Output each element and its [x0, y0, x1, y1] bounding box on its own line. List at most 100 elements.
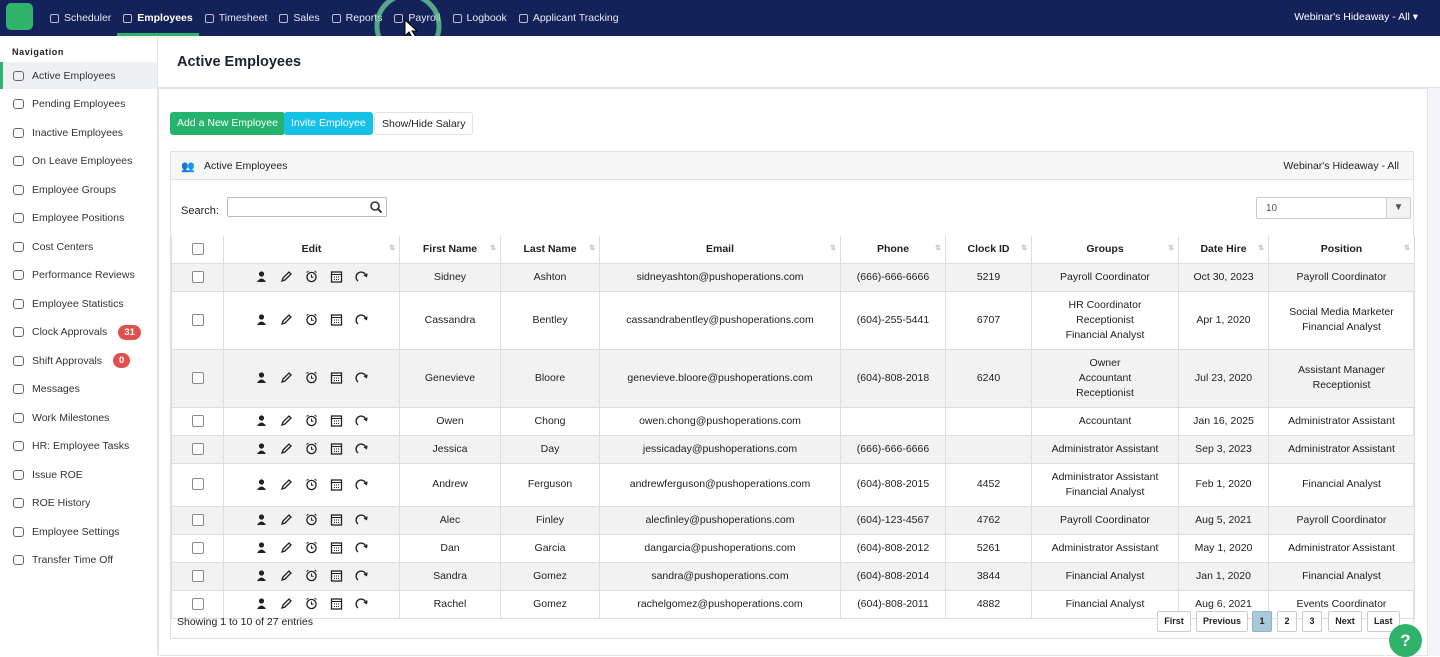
page-button[interactable]: 3 — [1302, 611, 1322, 632]
profile-icon[interactable] — [255, 597, 268, 610]
edit-icon[interactable] — [280, 442, 293, 455]
invite-button[interactable]: Invite Employee — [284, 112, 373, 135]
sidebar-item[interactable]: Employee Statistics — [0, 290, 157, 317]
action-icon[interactable] — [355, 442, 368, 455]
sidebar-item[interactable]: Cost Centers — [0, 233, 157, 260]
page-button[interactable]: Previous — [1196, 611, 1249, 632]
time-icon[interactable] — [305, 442, 318, 455]
page-button[interactable]: First — [1157, 611, 1191, 632]
column-header[interactable]: Groups ⇅ — [1031, 236, 1179, 264]
select-all-checkbox[interactable] — [191, 243, 204, 256]
time-icon[interactable] — [305, 569, 318, 582]
schedule-icon[interactable] — [330, 442, 343, 455]
column-header[interactable]: Clock ID ⇅ — [945, 236, 1032, 264]
schedule-icon[interactable] — [330, 569, 343, 582]
time-icon[interactable] — [305, 371, 318, 384]
row-checkbox[interactable] — [191, 478, 204, 491]
edit-icon[interactable] — [280, 270, 293, 283]
nav-item[interactable]: Scheduler — [44, 0, 117, 36]
edit-icon[interactable] — [280, 478, 293, 491]
edit-icon[interactable] — [280, 569, 293, 582]
row-checkbox[interactable] — [191, 313, 204, 326]
add-employee-button[interactable]: Add a New Employee — [170, 112, 285, 135]
sidebar-item[interactable]: HR: Employee Tasks — [0, 433, 157, 460]
schedule-icon[interactable] — [330, 541, 343, 554]
time-icon[interactable] — [305, 270, 318, 283]
action-icon[interactable] — [355, 478, 368, 491]
page-length-select[interactable]: 10 ▼ — [1256, 197, 1411, 219]
row-checkbox[interactable] — [191, 270, 204, 283]
column-header[interactable]: Date Hire ⇅ — [1178, 236, 1269, 264]
nav-item[interactable]: Applicant Tracking — [513, 0, 625, 36]
nav-item[interactable]: Reports — [326, 0, 389, 36]
sidebar-item[interactable]: Performance Reviews — [0, 262, 157, 289]
sidebar-item[interactable]: ROE History — [0, 490, 157, 517]
action-icon[interactable] — [355, 597, 368, 610]
nav-item[interactable]: Timesheet — [199, 0, 274, 36]
edit-icon[interactable] — [280, 414, 293, 427]
profile-icon[interactable] — [255, 541, 268, 554]
location-selector[interactable]: Webinar's Hideaway - All ▾ — [1294, 11, 1418, 23]
nav-item[interactable]: Payroll — [388, 0, 446, 36]
row-checkbox[interactable] — [191, 569, 204, 582]
sidebar-item[interactable]: Messages — [0, 376, 157, 403]
page-button[interactable]: 1 — [1252, 611, 1272, 632]
time-icon[interactable] — [305, 541, 318, 554]
nav-item[interactable]: Employees — [117, 0, 199, 36]
sidebar-item[interactable]: Inactive Employees — [0, 119, 157, 146]
page-button[interactable]: Next — [1328, 611, 1362, 632]
sidebar-item[interactable]: Employee Groups — [0, 176, 157, 203]
logo[interactable] — [6, 3, 33, 30]
sidebar-item[interactable]: Work Milestones — [0, 404, 157, 431]
profile-icon[interactable] — [255, 313, 268, 326]
time-icon[interactable] — [305, 513, 318, 526]
column-header[interactable]: First Name ⇅ — [399, 236, 501, 264]
help-button[interactable]: ? — [1389, 624, 1422, 657]
row-checkbox[interactable] — [191, 597, 204, 610]
salary-toggle[interactable]: Show/Hide Salary — [374, 112, 474, 135]
profile-icon[interactable] — [255, 478, 268, 491]
schedule-icon[interactable] — [330, 414, 343, 427]
sidebar-item[interactable]: Active Employees — [0, 62, 157, 89]
action-icon[interactable] — [355, 569, 368, 582]
profile-icon[interactable] — [255, 513, 268, 526]
column-header[interactable]: Position ⇅ — [1268, 236, 1415, 264]
row-checkbox[interactable] — [191, 442, 204, 455]
column-header[interactable]: Phone ⇅ — [840, 236, 946, 264]
schedule-icon[interactable] — [330, 313, 343, 326]
sidebar-item[interactable]: Transfer Time Off — [0, 547, 157, 574]
time-icon[interactable] — [305, 597, 318, 610]
action-icon[interactable] — [355, 270, 368, 283]
sidebar-item[interactable]: Issue ROE — [0, 461, 157, 488]
time-icon[interactable] — [305, 313, 318, 326]
schedule-icon[interactable] — [330, 513, 343, 526]
nav-item[interactable]: Logbook — [447, 0, 513, 36]
profile-icon[interactable] — [255, 569, 268, 582]
sidebar-item[interactable]: Employee Settings — [0, 518, 157, 545]
schedule-icon[interactable] — [330, 371, 343, 384]
search-input[interactable] — [227, 197, 387, 217]
action-icon[interactable] — [355, 541, 368, 554]
edit-icon[interactable] — [280, 313, 293, 326]
action-icon[interactable] — [355, 313, 368, 326]
row-checkbox[interactable] — [191, 541, 204, 554]
edit-icon[interactable] — [280, 541, 293, 554]
page-button[interactable]: 2 — [1277, 611, 1297, 632]
sidebar-item[interactable]: Pending Employees — [0, 91, 157, 118]
profile-icon[interactable] — [255, 371, 268, 384]
sidebar-item[interactable]: Employee Positions — [0, 205, 157, 232]
action-icon[interactable] — [355, 371, 368, 384]
time-icon[interactable] — [305, 478, 318, 491]
schedule-icon[interactable] — [330, 478, 343, 491]
edit-icon[interactable] — [280, 513, 293, 526]
row-checkbox[interactable] — [191, 371, 204, 384]
action-icon[interactable] — [355, 414, 368, 427]
column-header[interactable]: Email ⇅ — [599, 236, 841, 264]
nav-item[interactable]: Sales — [273, 0, 325, 36]
column-header[interactable]: Last Name ⇅ — [500, 236, 600, 264]
edit-icon[interactable] — [280, 597, 293, 610]
profile-icon[interactable] — [255, 414, 268, 427]
schedule-icon[interactable] — [330, 597, 343, 610]
sidebar-item[interactable]: On Leave Employees — [0, 148, 157, 175]
column-header[interactable]: Edit ⇅ — [223, 236, 400, 264]
